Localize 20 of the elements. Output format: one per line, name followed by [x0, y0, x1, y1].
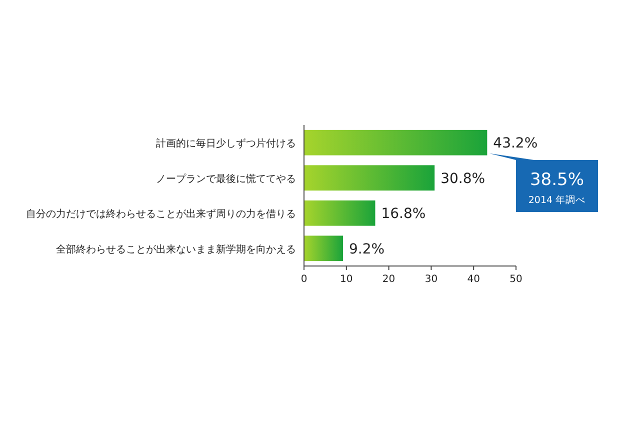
text: 38.5% — [530, 170, 584, 190]
y-tick-label: 計画的に毎日少しずつ片付ける — [156, 138, 296, 150]
x-tick-label: 10 — [340, 274, 353, 285]
x-tick-label: 20 — [382, 274, 396, 285]
x-tick-label: 0 — [300, 274, 308, 285]
bar — [304, 130, 488, 156]
data-label: 43.2% — [493, 136, 538, 152]
y-tick-label: ノープランで最後に慌ててやる — [156, 172, 296, 185]
bar — [304, 236, 344, 262]
data-label: 16.8% — [381, 206, 426, 222]
bar — [304, 165, 435, 191]
text: 2014 年調べ — [528, 194, 586, 206]
y-tick-label: 自分の力だけでは終わらせることが出来ず周りの力を借りる — [26, 208, 296, 220]
data-label: 9.2% — [349, 241, 385, 258]
y-tick-label: 全部終わらせることが出来ないまま新学期を向かえる — [56, 243, 296, 256]
data-label: 30.8% — [440, 170, 486, 187]
x-tick-label: 30 — [424, 274, 438, 285]
x-tick-label: 40 — [467, 274, 480, 285]
bar — [304, 200, 376, 226]
x-tick-label: 50 — [510, 274, 522, 285]
